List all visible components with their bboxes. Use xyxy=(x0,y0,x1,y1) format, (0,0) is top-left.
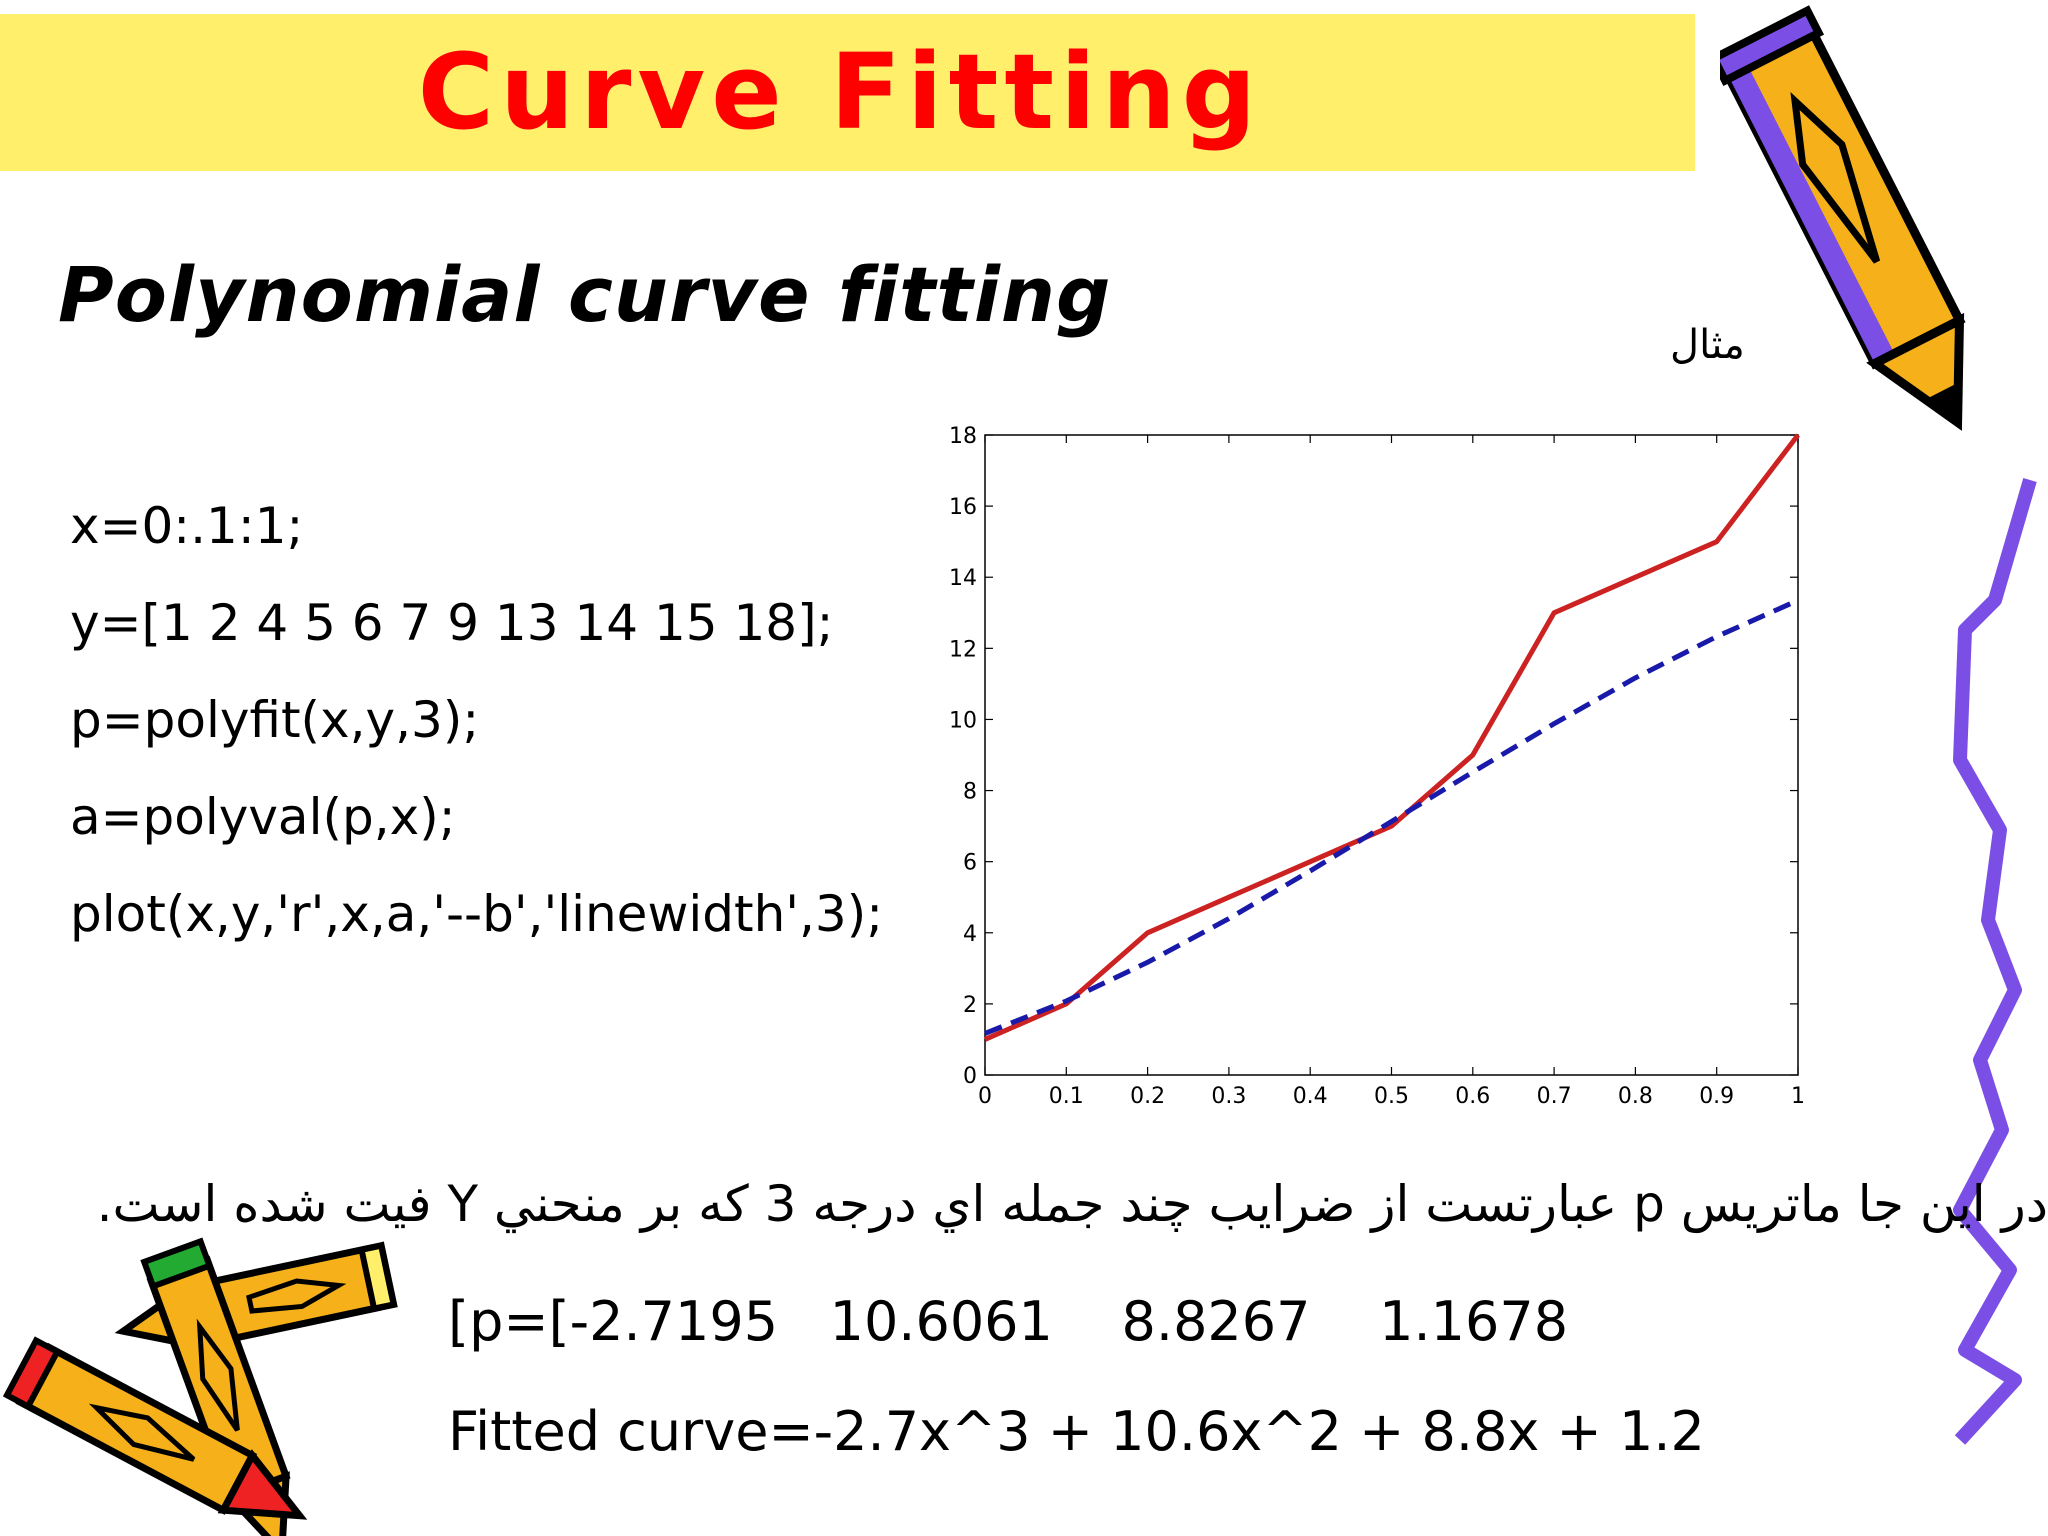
description-text: در اين جا ماتريس p عبارتست از ضرايب چند … xyxy=(96,1175,2048,1233)
data-series-line xyxy=(983,433,1800,1042)
x-tick-label: 0.5 xyxy=(1374,1084,1409,1109)
y-tick-label: 18 xyxy=(949,424,977,449)
code-line: p=polyfit(x,y,3); xyxy=(70,691,480,749)
fitted-series-line xyxy=(984,598,1800,1036)
x-tick-label: 0.2 xyxy=(1130,1084,1165,1109)
code-line: x=0:.1:1; xyxy=(70,497,304,555)
code-line: y=[1 2 4 5 6 7 9 13 14 15 18]; xyxy=(70,594,834,652)
pencil-icon xyxy=(1720,5,1966,431)
y-tick-label: 4 xyxy=(963,922,977,947)
code-line: plot(x,y,'r',x,a,'--b','linewidth',3); xyxy=(70,885,884,943)
x-tick-label: 0.9 xyxy=(1699,1084,1734,1109)
fitted-curve-text: Fitted curve=-2.7x^3 + 10.6x^2 + 8.8x + … xyxy=(448,1400,1705,1463)
y-tick-label: 6 xyxy=(963,851,977,876)
y-tick-label: 2 xyxy=(963,993,977,1018)
curve-fit-chart: 0 0.1 0.2 0.3 0.4 0.5 0.6 0.7 0.8 0.9 102468101214… xyxy=(949,424,1805,1109)
crossed-pencils-icon xyxy=(2,1237,398,1536)
y-tick-label: 10 xyxy=(949,708,977,733)
x-tick-label: 1 xyxy=(1791,1084,1805,1109)
y-tick-label: 16 xyxy=(949,495,977,520)
squiggle-decoration xyxy=(1953,478,2037,1445)
y-tick-label: 14 xyxy=(949,566,977,591)
title-bar xyxy=(0,14,1695,171)
x-tick-label: 0.3 xyxy=(1211,1084,1246,1109)
code-line: a=polyval(p,x); xyxy=(70,788,456,846)
x-tick-label: 0 xyxy=(978,1084,992,1109)
x-tick-label: 0.7 xyxy=(1537,1084,1572,1109)
plot-area xyxy=(984,434,1799,1076)
y-tick-label: 0 xyxy=(963,1064,977,1089)
x-tick-label: 0.4 xyxy=(1293,1084,1328,1109)
slide-title: Curve Fitting xyxy=(417,31,1263,153)
x-tick-label: 0.8 xyxy=(1618,1084,1653,1109)
slide-subtitle: Polynomial curve fitting xyxy=(58,250,1112,339)
x-tick-label: 0.1 xyxy=(1049,1084,1084,1109)
example-label: مثال xyxy=(1670,322,1745,368)
coefficients-text: [p=[-2.7195 10.6061 8.8267 1.1678 xyxy=(448,1290,1569,1353)
y-tick-label: 12 xyxy=(949,637,977,662)
code-block: x=0:.1:1; y=[1 2 4 5 6 7 9 13 14 15 18];… xyxy=(70,478,883,963)
x-tick-label: 0.6 xyxy=(1455,1084,1490,1109)
y-tick-label: 8 xyxy=(963,780,977,805)
